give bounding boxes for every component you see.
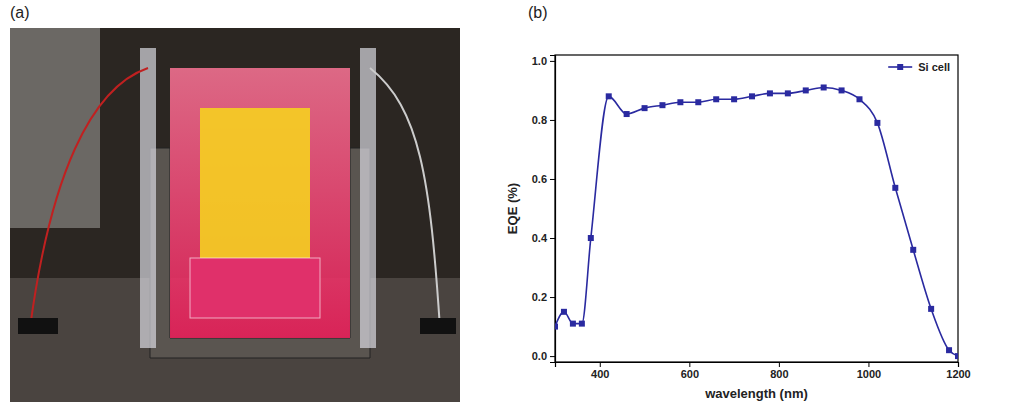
legend: Si cell xyxy=(888,61,950,73)
y-tick-label: 0.0 xyxy=(532,350,547,362)
marker xyxy=(910,247,916,253)
marker xyxy=(579,321,585,327)
figure: (a) (b) 400 600 800 1000 1200 0.0 0.2 0.4 0.6 0.8 1.… xyxy=(0,0,1032,410)
plot-area xyxy=(555,84,958,359)
y-tick: 0.0 xyxy=(532,350,555,362)
y-tick: 0.4 xyxy=(532,232,555,244)
x-tick-mark xyxy=(779,362,780,367)
y-tick-mark xyxy=(550,179,555,180)
y-tick-mark xyxy=(550,297,555,298)
x-tick: 400 xyxy=(591,362,609,380)
marker xyxy=(856,96,862,102)
y-axis-line xyxy=(550,56,556,363)
marker xyxy=(785,90,791,96)
marker xyxy=(588,235,594,241)
y-tick: 0.2 xyxy=(532,291,555,303)
legend-label: Si cell xyxy=(918,61,950,73)
marker xyxy=(767,90,773,96)
marker xyxy=(928,306,934,312)
y-axis: 0.0 0.2 0.4 0.6 0.8 1.0 xyxy=(532,55,556,363)
x-tick: 1000 xyxy=(857,362,881,380)
marker xyxy=(955,353,958,359)
panel-label: (b) xyxy=(528,4,548,21)
marker xyxy=(606,93,612,99)
x-tick-mark xyxy=(600,362,601,367)
x-axis-title: wavelength (nm) xyxy=(704,386,808,401)
y-tick: 1.0 xyxy=(532,55,555,67)
marker xyxy=(946,347,952,353)
x-tick-label: 1000 xyxy=(857,368,881,380)
photo xyxy=(10,28,460,402)
x-tick: 800 xyxy=(770,362,788,380)
photo-slab xyxy=(200,108,310,258)
marker xyxy=(874,120,880,126)
y-axis-title: EQE (%) xyxy=(505,183,520,234)
plot-frame xyxy=(555,55,958,362)
photo-slab-lower xyxy=(190,258,320,318)
marker xyxy=(570,321,576,327)
series-line xyxy=(555,87,958,356)
photo-glass xyxy=(140,48,156,348)
legend-marker xyxy=(897,64,903,70)
x-tick-label: 400 xyxy=(591,368,609,380)
photo-glass xyxy=(360,48,376,348)
x-tick: 600 xyxy=(681,362,699,380)
y-tick-mark xyxy=(550,61,555,62)
marker xyxy=(892,185,898,191)
marker xyxy=(713,96,719,102)
marker xyxy=(624,111,630,117)
panel-label: (a) xyxy=(10,4,30,21)
marker xyxy=(731,96,737,102)
y-tick-mark xyxy=(550,120,555,121)
marker xyxy=(749,93,755,99)
photo-wire xyxy=(370,68,440,328)
y-tick-label: 0.4 xyxy=(532,232,548,244)
photo-glow xyxy=(170,68,350,338)
marker xyxy=(821,84,827,90)
marker xyxy=(839,87,845,93)
x-tick-label: 800 xyxy=(770,368,788,380)
photo-background xyxy=(10,28,460,402)
photo-clip xyxy=(18,318,58,334)
marker xyxy=(803,87,809,93)
x-axis: 400 600 800 1000 1200 xyxy=(556,362,971,380)
x-tick-mark xyxy=(689,362,690,367)
photo-clip xyxy=(420,318,456,334)
marker xyxy=(695,99,701,105)
x-tick: 1200 xyxy=(946,362,970,380)
marker xyxy=(659,102,665,108)
y-tick-mark xyxy=(550,356,555,357)
y-tick-label: 0.6 xyxy=(532,173,547,185)
y-tick: 0.8 xyxy=(532,114,555,126)
y-tick: 0.6 xyxy=(532,173,555,185)
x-axis-line xyxy=(556,363,959,368)
x-tick-mark xyxy=(868,362,869,367)
x-tick-mark xyxy=(958,362,959,367)
y-tick-label: 0.2 xyxy=(532,291,547,303)
marker xyxy=(642,105,648,111)
y-tick-label: 0.8 xyxy=(532,114,547,126)
x-tick-label: 1200 xyxy=(946,368,970,380)
y-tick-mark xyxy=(550,238,555,239)
marker xyxy=(677,99,683,105)
photo-wire xyxy=(30,68,148,328)
marker xyxy=(561,309,567,315)
marker xyxy=(555,324,558,330)
y-tick-label: 1.0 xyxy=(532,55,547,67)
x-tick-label: 600 xyxy=(681,368,699,380)
